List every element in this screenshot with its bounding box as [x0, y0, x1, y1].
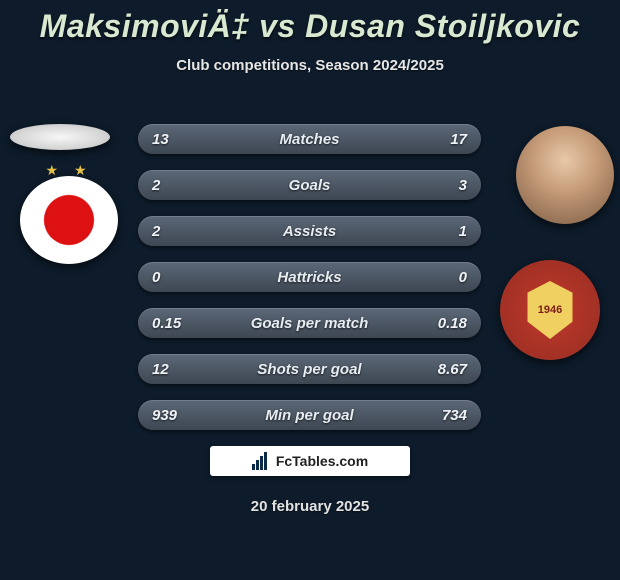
snapshot-date: 20 february 2025	[0, 498, 620, 515]
stat-right-value: 8.67	[438, 361, 467, 378]
stat-row-shots-per-goal: 12 Shots per goal 8.67	[138, 354, 481, 384]
stat-row-matches: 13 Matches 17	[138, 124, 481, 154]
player-right-avatar	[516, 126, 614, 224]
stat-row-hattricks: 0 Hattricks 0	[138, 262, 481, 292]
stat-label: Goals per match	[138, 315, 481, 332]
stat-label: Hattricks	[138, 269, 481, 286]
stat-left-value: 2	[152, 223, 160, 240]
stat-right-value: 734	[442, 407, 467, 424]
stat-left-value: 939	[152, 407, 177, 424]
attribution-text: FcTables.com	[276, 453, 368, 469]
club-crest-left	[20, 176, 118, 264]
stat-label: Assists	[138, 223, 481, 240]
stat-row-assists: 2 Assists 1	[138, 216, 481, 246]
stat-row-min-per-goal: 939 Min per goal 734	[138, 400, 481, 430]
stat-right-value: 0.18	[438, 315, 467, 332]
stat-left-value: 0.15	[152, 315, 181, 332]
stat-label: Shots per goal	[138, 361, 481, 378]
page-subtitle: Club competitions, Season 2024/2025	[0, 57, 620, 74]
stat-left-value: 2	[152, 177, 160, 194]
club-crest-right-year: 1946	[538, 304, 562, 316]
stat-label: Matches	[138, 131, 481, 148]
stat-left-value: 13	[152, 131, 169, 148]
bar-chart-icon	[252, 452, 270, 470]
stat-label: Goals	[138, 177, 481, 194]
stat-right-value: 17	[450, 131, 467, 148]
player-left-avatar	[10, 124, 110, 150]
attribution-badge[interactable]: FcTables.com	[210, 446, 410, 476]
stat-row-goals: 2 Goals 3	[138, 170, 481, 200]
club-crest-right: 1946	[500, 260, 600, 360]
page-title: MaksimoviÄ‡ vs Dusan Stoiljkovic	[0, 8, 620, 45]
stat-right-value: 3	[459, 177, 467, 194]
stat-right-value: 1	[459, 223, 467, 240]
stat-row-goals-per-match: 0.15 Goals per match 0.18	[138, 308, 481, 338]
stat-left-value: 0	[152, 269, 160, 286]
stat-right-value: 0	[459, 269, 467, 286]
stats-table: 13 Matches 17 2 Goals 3 2 Assists 1 0 Ha…	[138, 124, 481, 446]
comparison-card: MaksimoviÄ‡ vs Dusan Stoiljkovic Club co…	[0, 0, 620, 580]
stat-left-value: 12	[152, 361, 169, 378]
stat-label: Min per goal	[138, 407, 481, 424]
